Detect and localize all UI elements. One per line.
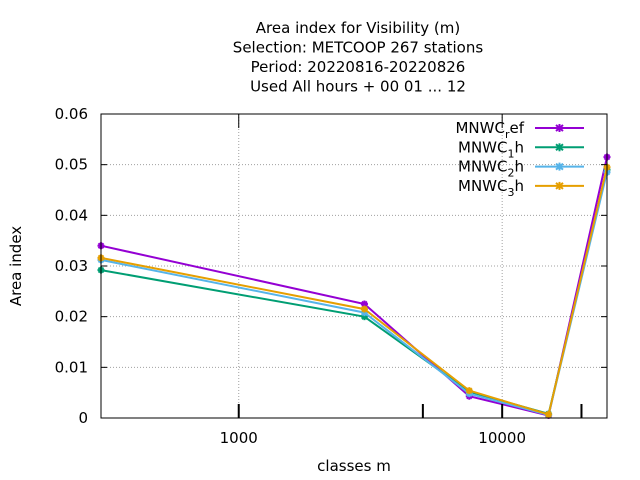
y-axis-label: Area index: [7, 226, 25, 306]
x-tick-label: 10000: [478, 429, 526, 447]
legend-label: MNWCref: [455, 119, 524, 141]
legend-label: MNWC3h: [458, 177, 524, 199]
y-tick-label: 0.02: [55, 308, 88, 326]
series-layer: [97, 153, 611, 419]
y-tick-label: 0.03: [55, 257, 88, 275]
title-line-2: Selection: METCOOP 267 stations: [233, 39, 484, 57]
y-tick-label: 0.01: [55, 358, 88, 376]
legend-entry-1: MNWCref: [455, 119, 584, 141]
series-line-3: [100, 172, 608, 417]
x-axis-label: classes m: [317, 457, 391, 475]
series-line-1: [100, 156, 608, 417]
y-tick-label: 0.05: [55, 156, 88, 174]
axes: 0 0.01 0.02 0.03 0.04 0.05 0.06 1000 10000 classe…: [7, 105, 608, 475]
y-tick-label: 0: [78, 409, 88, 427]
grid: [101, 114, 607, 418]
legend-label: MNWC1h: [458, 138, 524, 160]
data-point: [545, 410, 553, 418]
series-line-4: [100, 166, 608, 416]
x-tick-label: 1000: [220, 429, 258, 447]
legend-label: MNWC2h: [458, 158, 524, 180]
legend-entry-2: MNWC1h: [458, 138, 584, 160]
series-line-2: [100, 169, 608, 416]
y-tick-label: 0.04: [55, 206, 88, 224]
title-line-3: Period: 20220816-20220826: [251, 58, 466, 76]
y-tick-label: 0.06: [55, 105, 88, 123]
data-point: [465, 387, 473, 395]
data-point: [360, 305, 368, 313]
legend-entry-3: MNWC2h: [458, 158, 584, 180]
chart-title: Area index for Visibility (m) Selection: …: [233, 19, 484, 96]
title-line-1: Area index for Visibility (m): [256, 19, 460, 37]
title-line-4: Used All hours + 00 01 ... 12: [250, 78, 466, 96]
legend-entry-4: MNWC3h: [458, 177, 584, 199]
